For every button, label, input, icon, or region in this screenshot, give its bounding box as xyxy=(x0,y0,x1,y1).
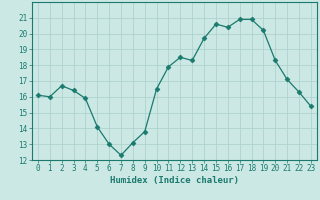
X-axis label: Humidex (Indice chaleur): Humidex (Indice chaleur) xyxy=(110,176,239,185)
